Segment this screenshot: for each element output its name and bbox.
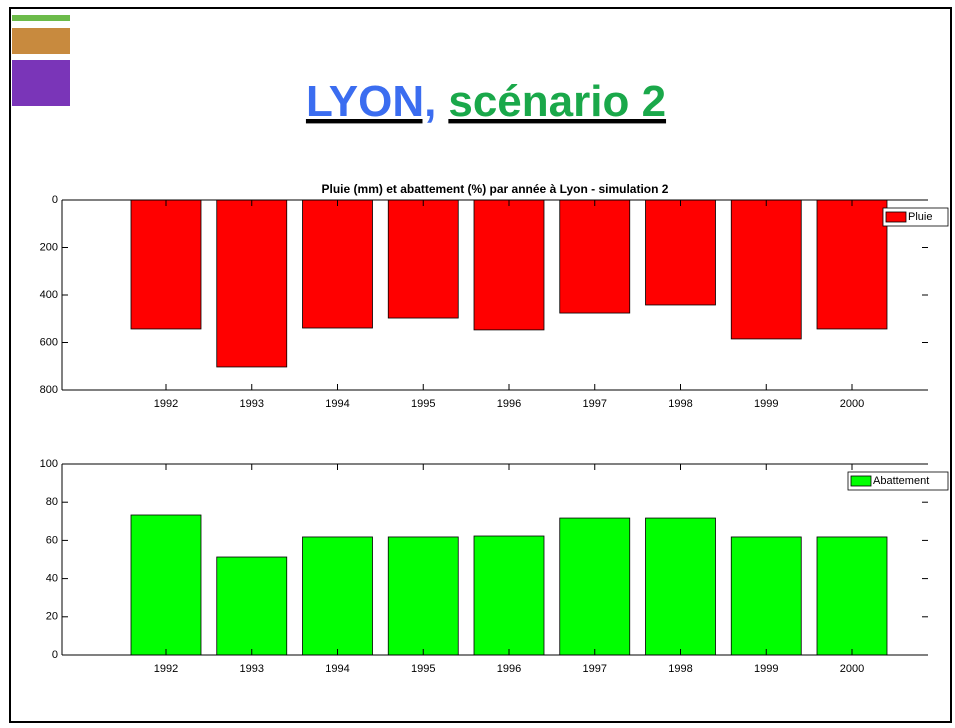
y-tick-label: 20 [46, 611, 58, 623]
y-tick-label: 800 [40, 384, 58, 396]
x-tick-label: 1995 [411, 398, 435, 410]
legend-label: Abattement [873, 475, 929, 487]
bar [816, 536, 888, 656]
y-tick-label: 60 [46, 534, 58, 546]
y-tick-label: 400 [40, 289, 58, 301]
x-tick-label: 1994 [325, 663, 349, 675]
title-part: LYON, [306, 77, 436, 126]
y-tick-label: 200 [40, 241, 58, 253]
x-tick-label: 1992 [154, 663, 178, 675]
bar [559, 199, 631, 314]
thumbnail [12, 28, 70, 54]
x-tick-label: 1996 [497, 663, 521, 675]
legend-box [847, 471, 949, 491]
bar [559, 517, 631, 656]
bar [302, 199, 373, 329]
x-tick-label: 2000 [840, 398, 864, 410]
x-tick-label: 1998 [668, 398, 692, 410]
bar [216, 199, 288, 368]
bar [645, 199, 716, 306]
y-tick-label: 40 [46, 573, 58, 585]
legend-label: Pluie [908, 211, 932, 223]
bar [473, 199, 545, 331]
bar [730, 199, 802, 340]
x-tick-label: 1997 [583, 663, 607, 675]
x-tick-label: 1996 [497, 398, 521, 410]
y-tick-label: 100 [40, 458, 58, 470]
x-tick-label: 1994 [325, 398, 349, 410]
thumbnail [12, 60, 70, 106]
chart-title: Pluie (mm) et abattement (%) par année à… [322, 182, 669, 196]
legend-swatch [885, 211, 907, 223]
bar [302, 536, 373, 656]
legend-swatch [850, 475, 872, 487]
x-tick-label: 1992 [154, 398, 178, 410]
y-tick-label: 0 [52, 649, 58, 661]
x-tick-label: 1997 [583, 398, 607, 410]
x-tick-label: 1993 [240, 663, 264, 675]
x-tick-label: 1999 [754, 663, 778, 675]
y-tick-label: 80 [46, 496, 58, 508]
slide-title: LYON, scénario 2 [306, 77, 666, 126]
title-part: scénario 2 [448, 77, 666, 126]
x-tick-label: 1999 [754, 398, 778, 410]
bar [387, 536, 459, 656]
x-tick-label: 1993 [240, 398, 264, 410]
bar [645, 517, 716, 656]
x-tick-label: 1998 [668, 663, 692, 675]
bar [130, 199, 202, 330]
bar [473, 535, 545, 656]
y-tick-label: 0 [52, 194, 58, 206]
y-tick-label: 600 [40, 336, 58, 348]
bar [816, 199, 888, 330]
bar [387, 199, 459, 319]
bar [216, 556, 288, 656]
x-tick-label: 2000 [840, 663, 864, 675]
thumbnail [12, 15, 70, 21]
x-tick-label: 1995 [411, 663, 435, 675]
bar [730, 536, 802, 656]
bar [130, 514, 202, 656]
